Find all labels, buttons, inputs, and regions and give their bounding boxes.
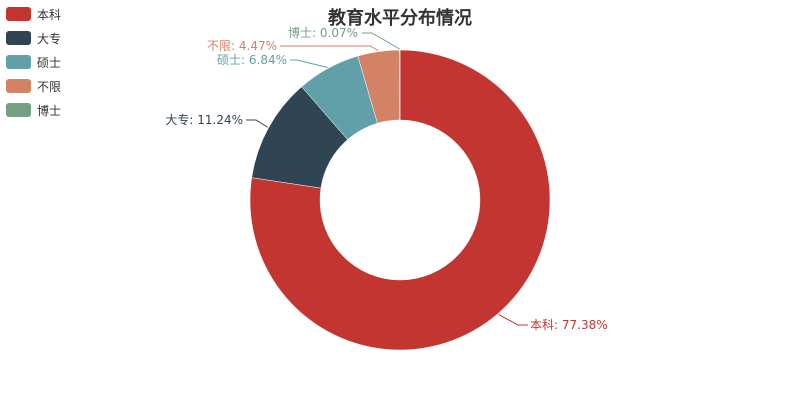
slice-label-junior-college: 大专: 11.24% [165, 112, 243, 127]
legend-item-unlimited[interactable]: 不限 [6, 74, 61, 98]
chart-title: 教育水平分布情况 [328, 8, 472, 29]
legend-swatch [6, 79, 31, 93]
legend-swatch [6, 7, 31, 21]
legend-label: 博士 [37, 103, 62, 118]
slice-doctor[interactable] [399, 49, 401, 121]
legend-item-bachelor[interactable]: 本科 [6, 2, 61, 26]
legend-label: 硕士 [37, 55, 62, 70]
legend-label: 大专 [37, 31, 62, 46]
legend-item-junior-college[interactable]: 大专 [6, 26, 61, 50]
legend-swatch [6, 103, 31, 117]
label-line-junior-college [246, 119, 268, 128]
slice-label-unlimited: 不限: 4.47% [207, 39, 277, 53]
label-line-bachelor [498, 314, 528, 326]
legend-label: 本科 [37, 7, 62, 22]
legend-item-doctor[interactable]: 博士 [6, 98, 61, 122]
legend: 本科 大专 硕士 不限 博士 [6, 2, 61, 122]
slice-label-bachelor: 本科: 77.38% [530, 318, 608, 332]
label-line-master [290, 59, 328, 68]
legend-label: 不限 [37, 79, 62, 94]
legend-swatch [6, 31, 31, 45]
legend-swatch [6, 55, 31, 69]
slice-bachelor[interactable] [249, 49, 551, 351]
slice-label-master: 硕士: 6.84% [217, 53, 287, 67]
slice-label-doctor: 博士: 0.07% [288, 25, 358, 40]
legend-item-master[interactable]: 硕士 [6, 50, 61, 74]
label-line-unlimited [280, 45, 379, 52]
label-line-doctor [362, 32, 400, 50]
